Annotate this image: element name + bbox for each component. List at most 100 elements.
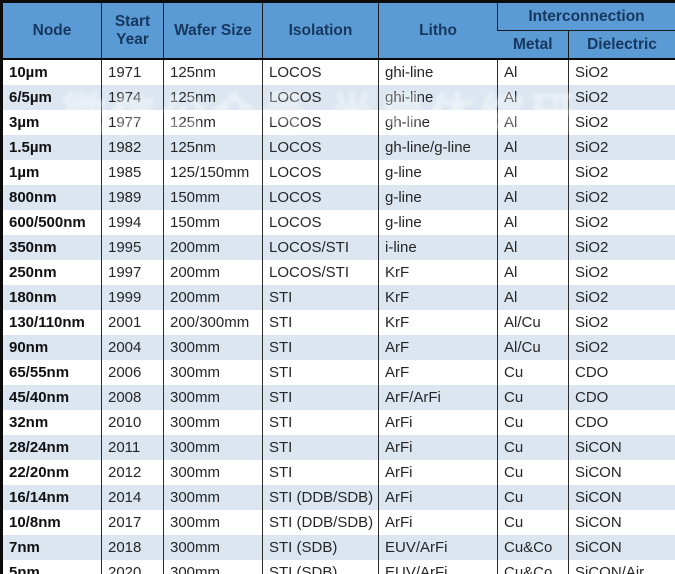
table-cell: 1994 (101, 210, 164, 235)
table-cell: 32nm (1, 410, 102, 435)
table-cell: LOCOS (262, 85, 379, 110)
table-cell: 16/14nm (1, 485, 102, 510)
table-cell: SiCON (567, 535, 675, 560)
table-cell: 1982 (101, 135, 164, 160)
table-cell: 2004 (101, 335, 164, 360)
table-row: 600/500nm 1994 150mm LOCOS g-line Al SiO2 (1, 210, 675, 235)
table-cell: 125nm (163, 135, 263, 160)
table-cell: i-line (378, 235, 498, 260)
table-row: 6/5µm 1974 125nm LOCOS ghi-line Al SiO2 (1, 85, 675, 110)
table-cell: STI (262, 435, 379, 460)
table-cell: Al (497, 135, 569, 160)
table-cell: STI (262, 285, 379, 310)
table-cell: LOCOS (262, 135, 379, 160)
table-row: 1µm 1985 125/150mm LOCOS g-line Al SiO2 (1, 160, 675, 185)
table-cell: 10µm (1, 59, 102, 85)
table-cell: LOCOS (262, 210, 379, 235)
table-cell: 180nm (1, 285, 102, 310)
table-cell: EUV/ArFi (378, 560, 498, 574)
table-row: 28/24nm 2011 300mm STI ArFi Cu SiCON (1, 435, 675, 460)
table-header: Node Start Year Wafer Size Isolation Lit… (1, 1, 675, 60)
table-cell: Al/Cu (497, 335, 569, 360)
table-cell: SiO2 (567, 335, 675, 360)
table-cell: LOCOS/STI (262, 235, 379, 260)
header-node: Node (1, 1, 102, 60)
table-cell: 150mm (163, 185, 263, 210)
table-cell: SiO2 (567, 185, 675, 210)
table-cell: SiO2 (567, 59, 675, 85)
table-cell: Cu&Co (497, 535, 569, 560)
table-cell: Al/Cu (497, 310, 569, 335)
table-cell: LOCOS/STI (262, 260, 379, 285)
header-dielectric: Dielectric (567, 30, 675, 60)
table-cell: KrF (378, 310, 498, 335)
table-cell: 250nm (1, 260, 102, 285)
table-row: 5nm 2020 300mm STI (SDB) EUV/ArFi Cu&Co SiCON/… (1, 560, 675, 574)
table-cell: 5nm (1, 560, 102, 574)
table-row: 65/55nm 2006 300mm STI ArF Cu CDO (1, 360, 675, 385)
table-cell: 2020 (101, 560, 164, 574)
table-row: 180nm 1999 200mm STI KrF Al SiO2 (1, 285, 675, 310)
table-cell: STI (SDB) (262, 560, 379, 574)
table-cell: Al (497, 235, 569, 260)
table-cell: LOCOS (262, 59, 379, 85)
table-cell: 300mm (163, 385, 263, 410)
table-cell: gh-line (378, 110, 498, 135)
table-cell: 300mm (163, 485, 263, 510)
table-cell: Cu (497, 410, 569, 435)
table-cell: 45/40nm (1, 385, 102, 410)
table-cell: STI (DDB/SDB) (262, 510, 379, 535)
table-cell: 3µm (1, 110, 102, 135)
table-cell: 150mm (163, 210, 263, 235)
table-cell: 600/500nm (1, 210, 102, 235)
table-cell: STI (SDB) (262, 535, 379, 560)
table-cell: ArFi (378, 410, 498, 435)
table-cell: 300mm (163, 410, 263, 435)
table-cell: 125nm (163, 85, 263, 110)
table-cell: Al (497, 210, 569, 235)
table-cell: Cu (497, 510, 569, 535)
table-cell: Al (497, 85, 569, 110)
table-cell: KrF (378, 285, 498, 310)
table-cell: 2001 (101, 310, 164, 335)
table-cell: STI (262, 310, 379, 335)
table-cell: 1974 (101, 85, 164, 110)
table-cell: 300mm (163, 560, 263, 574)
table-cell: SiO2 (567, 85, 675, 110)
table-body: 10µm 1971 125nm LOCOS ghi-line Al SiO2 6/5µm 197… (1, 59, 675, 574)
table-cell: ArF/ArFi (378, 385, 498, 410)
table-row: 22/20nm 2012 300mm STI ArFi Cu SiCON (1, 460, 675, 485)
table-cell: 1.5µm (1, 135, 102, 160)
table-cell: ArFi (378, 435, 498, 460)
header-metal: Metal (497, 30, 569, 60)
table-row: 130/110nm 2001 200/300mm STI KrF Al/Cu SiO2 (1, 310, 675, 335)
table-cell: 300mm (163, 335, 263, 360)
table-cell: STI (262, 460, 379, 485)
table-row: 90nm 2004 300mm STI ArF Al/Cu SiO2 (1, 335, 675, 360)
table-cell: EUV/ArFi (378, 535, 498, 560)
table-cell: 350nm (1, 235, 102, 260)
table-cell: STI (262, 335, 379, 360)
table-row: 800nm 1989 150mm LOCOS g-line Al SiO2 (1, 185, 675, 210)
table-cell: 200mm (163, 260, 263, 285)
table-cell: ArF (378, 360, 498, 385)
table-cell: 7nm (1, 535, 102, 560)
table-row: 32nm 2010 300mm STI ArFi Cu CDO (1, 410, 675, 435)
table-cell: 2017 (101, 510, 164, 535)
table-cell: SiCON (567, 435, 675, 460)
table-cell: 90nm (1, 335, 102, 360)
table-cell: ArFi (378, 510, 498, 535)
table-cell: SiO2 (567, 285, 675, 310)
table-cell: ArF (378, 335, 498, 360)
table-row: 45/40nm 2008 300mm STI ArF/ArFi Cu CDO (1, 385, 675, 410)
table-cell: 125/150mm (163, 160, 263, 185)
table-cell: 1999 (101, 285, 164, 310)
table-row: 16/14nm 2014 300mm STI (DDB/SDB) ArFi Cu SiCON (1, 485, 675, 510)
table-cell: 300mm (163, 360, 263, 385)
table-cell: ghi-line (378, 85, 498, 110)
table-cell: 300mm (163, 460, 263, 485)
table-row: 350nm 1995 200mm LOCOS/STI i-line Al SiO2 (1, 235, 675, 260)
table-cell: Al (497, 110, 569, 135)
table-cell: Cu (497, 435, 569, 460)
table-cell: 1µm (1, 160, 102, 185)
